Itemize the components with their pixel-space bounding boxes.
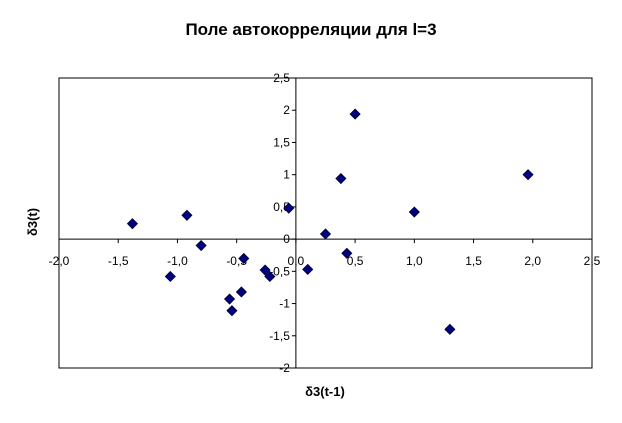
data-point	[264, 270, 276, 283]
data-point	[283, 202, 295, 214]
x-tick-label: 0,0	[288, 254, 305, 268]
y-tick-label: 0	[283, 232, 290, 246]
chart-title: Поле автокорреляции для l=3	[185, 20, 436, 39]
x-tick-label: -1,5	[108, 254, 129, 268]
y-tick-label: 2,5	[273, 71, 290, 85]
y-axis-title: δ3(t)	[25, 208, 40, 236]
x-axis-title: δ3(t-1)	[305, 384, 345, 399]
y-tick-label: -2	[279, 361, 290, 375]
y-tick-label: 2	[283, 103, 290, 117]
data-point	[195, 239, 207, 252]
data-point	[522, 169, 534, 181]
data-point	[408, 206, 420, 218]
data-point	[238, 252, 250, 265]
data-point	[223, 293, 236, 305]
y-tick-label: 1	[283, 168, 290, 182]
data-points	[126, 108, 534, 335]
x-tick-label: 1,5	[465, 254, 482, 268]
y-axis-ticks: -2-1,5-1-0,500,511,522,5	[269, 71, 296, 375]
x-tick-label: 2,0	[524, 254, 541, 268]
data-point	[181, 209, 193, 221]
data-point	[349, 108, 361, 120]
data-point	[319, 228, 332, 240]
data-point	[335, 172, 347, 185]
y-tick-label: -0,5	[269, 264, 290, 278]
x-tick-label: -1,0	[167, 254, 188, 268]
data-point	[164, 270, 176, 283]
x-tick-label: -2,0	[49, 254, 70, 268]
x-tick-label: 0,5	[347, 254, 364, 268]
data-point	[226, 305, 238, 317]
data-point	[444, 323, 456, 335]
data-point	[126, 218, 139, 230]
x-axis-ticks: -2,0 -1,5 -1,0 -0,5 0,0 0,5 1,0 1,5 2,0 2,5	[49, 239, 601, 268]
data-point	[341, 247, 353, 259]
y-tick-label: -1	[279, 297, 290, 311]
data-point	[259, 264, 271, 276]
data-point	[235, 286, 247, 298]
plot-area	[58, 77, 593, 369]
x-tick-label: 1,0	[406, 254, 423, 268]
data-point	[302, 263, 314, 275]
x-tick-label: 2,5	[584, 254, 601, 268]
y-tick-label: 1,5	[273, 135, 290, 149]
y-tick-label: -1,5	[269, 329, 290, 343]
